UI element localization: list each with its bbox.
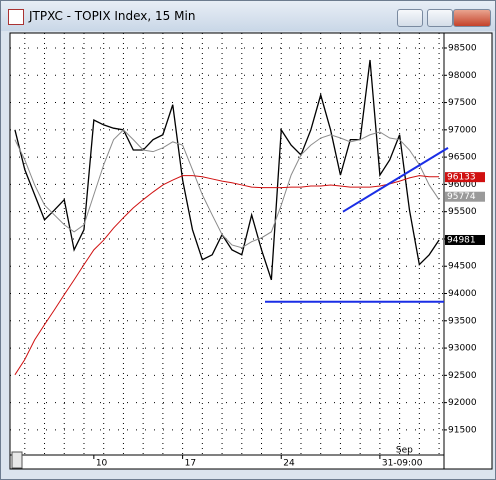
scroll-box[interactable] bbox=[11, 451, 23, 469]
price-line bbox=[14, 175, 440, 376]
y-tick-label: 94000 bbox=[448, 289, 477, 299]
last-value-label: 95774 bbox=[447, 192, 476, 202]
y-tick-label: 92500 bbox=[448, 371, 477, 381]
y-axis-band bbox=[443, 32, 493, 470]
x-tick-label: 17 bbox=[185, 459, 196, 469]
x-annotation: Sep bbox=[396, 446, 413, 456]
x-tick-label: 10 bbox=[96, 459, 108, 469]
y-tick-label: 96000 bbox=[448, 180, 477, 190]
maximize-button[interactable] bbox=[427, 9, 453, 27]
plot-area bbox=[9, 32, 445, 456]
last-value-box bbox=[445, 234, 485, 245]
title-bar: JTPXC - TOPIX Index, 15 Min bbox=[1, 1, 495, 31]
y-tick-label: 98000 bbox=[448, 71, 477, 81]
x-tick-label: 24 bbox=[283, 459, 295, 469]
y-tick-label: 97500 bbox=[448, 98, 477, 108]
y-tick-label: 93000 bbox=[448, 344, 477, 354]
price-line bbox=[14, 129, 440, 249]
window-title: JTPXC - TOPIX Index, 15 Min bbox=[29, 9, 196, 23]
minimize-button[interactable] bbox=[397, 9, 423, 27]
y-tick-label: 91500 bbox=[448, 425, 477, 435]
y-tick-label: 94500 bbox=[448, 262, 477, 272]
x-tick-label: 31-09:00 bbox=[382, 459, 423, 469]
price-line bbox=[14, 59, 440, 281]
y-tick-label: 96500 bbox=[448, 153, 477, 163]
x-axis-band bbox=[9, 454, 445, 470]
last-value-label: 94981 bbox=[447, 235, 476, 245]
close-button[interactable] bbox=[453, 9, 491, 27]
y-tick-label: 95500 bbox=[448, 207, 477, 217]
y-tick-label: 92000 bbox=[448, 398, 477, 408]
last-value-box bbox=[445, 191, 485, 202]
y-tick-label: 98500 bbox=[448, 44, 477, 54]
trend-line bbox=[342, 146, 449, 213]
y-tick-label: 93500 bbox=[448, 316, 477, 326]
y-tick-label: 97000 bbox=[448, 125, 477, 135]
window-icon bbox=[8, 9, 24, 25]
last-value-box bbox=[445, 172, 485, 183]
last-value-label: 96133 bbox=[447, 173, 476, 183]
